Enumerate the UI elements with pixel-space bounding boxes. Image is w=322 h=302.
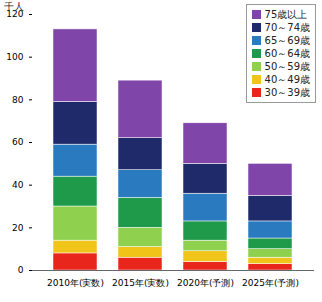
html-text:50～59歳: 50～59歳 [264, 61, 310, 72]
svg-text:2020年(予測): 2020年(予測) [177, 278, 234, 288]
svg-text:2010年(実数): 2010年(実数) [47, 278, 104, 288]
svg-text:40: 40 [12, 180, 24, 190]
html-text:60～64歳: 60～64歳 [264, 48, 310, 59]
svg-text:2025年(予測): 2025年(予測) [242, 278, 299, 288]
html-text:75歳以上: 75歳以上 [264, 9, 308, 20]
svg-text:20: 20 [12, 223, 24, 233]
svg-text:2015年(実数): 2015年(実数) [112, 278, 169, 288]
svg-text:80: 80 [12, 95, 24, 105]
html-text:65～69歳: 65～69歳 [264, 35, 310, 46]
svg-text:100: 100 [6, 52, 23, 62]
html-text:70～74歳: 70～74歳 [264, 22, 310, 33]
svg-text:60: 60 [12, 137, 24, 147]
html-text:30～39歳: 30～39歳 [264, 87, 310, 98]
svg-text:0: 0 [18, 265, 24, 275]
html-text:千人: 千人 [4, 1, 24, 12]
html-text:40～49歳: 40～49歳 [264, 74, 310, 85]
svg-text:120: 120 [6, 9, 24, 20]
